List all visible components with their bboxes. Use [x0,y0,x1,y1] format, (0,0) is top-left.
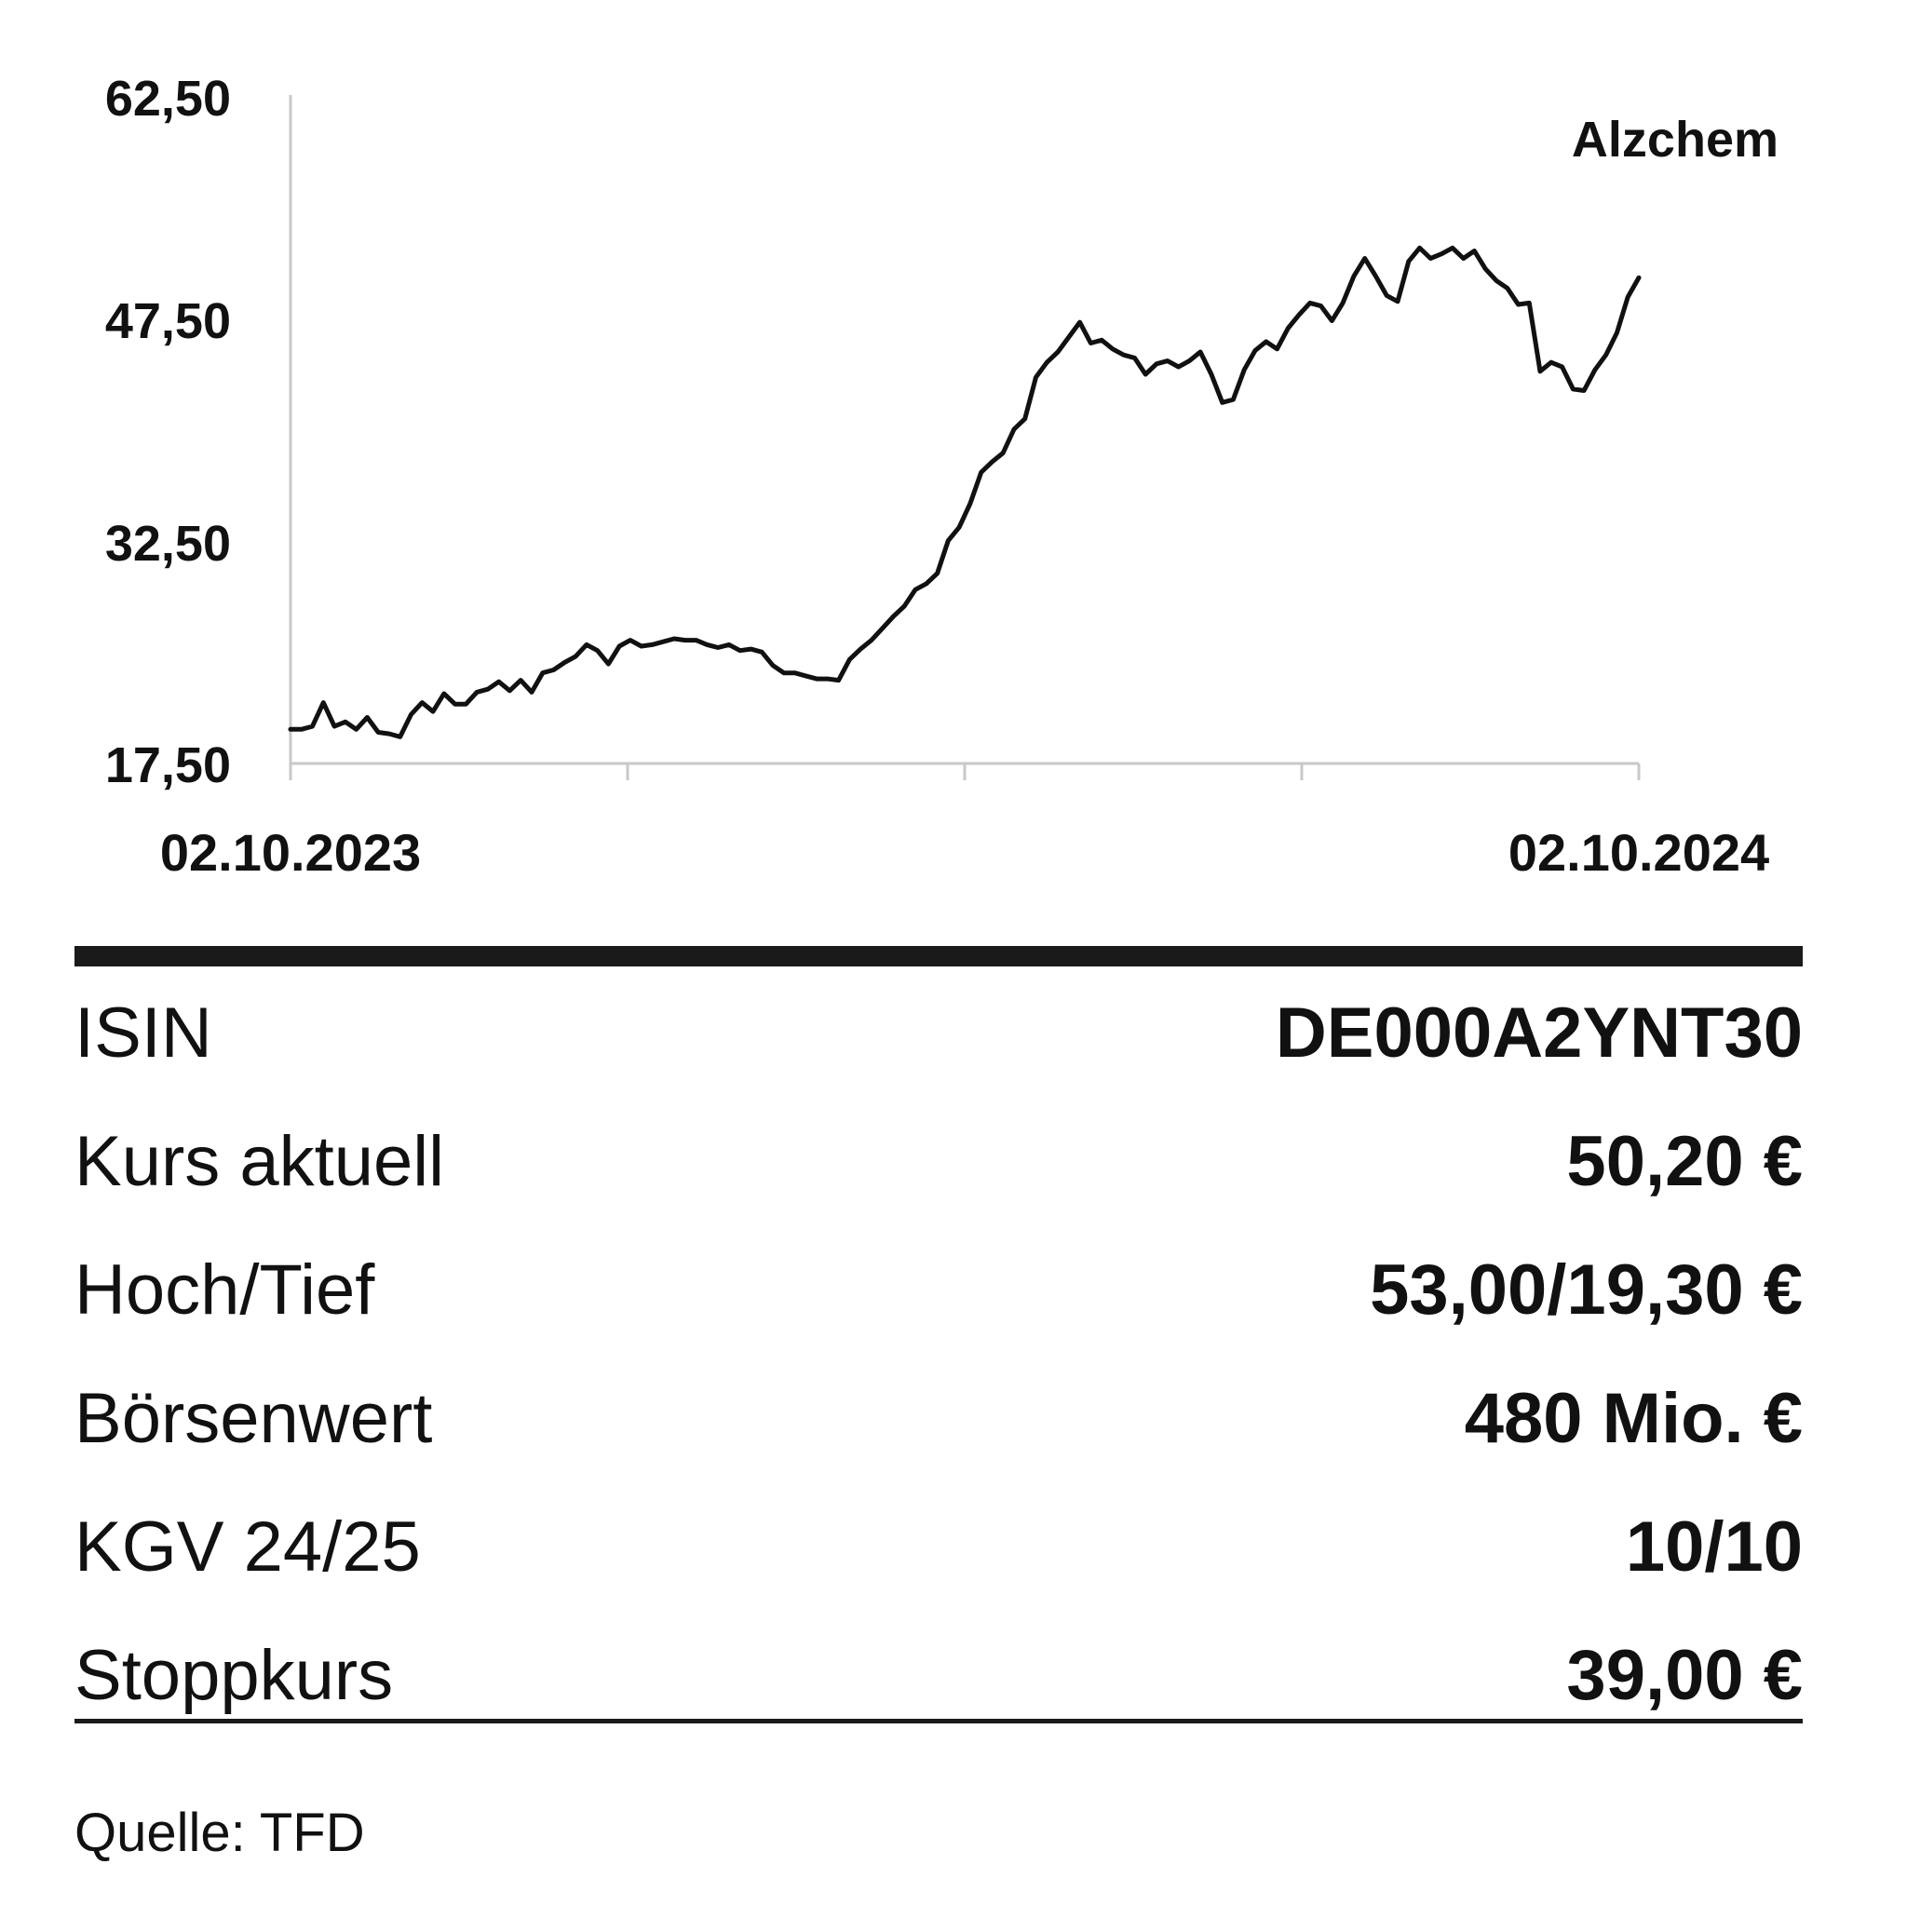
series-title: Alzchem [1572,112,1779,168]
row-value: 53,00/19,30 € [1370,1250,1803,1330]
row-stop-price: Stoppkurs 39,00 € [74,1611,1803,1739]
row-value: 39,00 € [1566,1635,1803,1715]
price-chart: 62,50 47,50 32,50 17,50 02.10.2023 02.10… [105,71,1779,882]
x-label-start: 02.10.2023 [160,823,421,882]
row-label: Kurs aktuell [74,1121,445,1201]
key-data-table: ISIN DE000A2YNT30 Kurs aktuell 50,20 € H… [74,968,1803,1739]
row-market-cap: Börsenwert 480 Mio. € [74,1354,1803,1482]
table-top-rule [74,946,1803,966]
table-bottom-rule [74,1719,1803,1723]
row-label: KGV 24/25 [74,1506,421,1587]
x-axis-ticks [289,763,1641,780]
row-label: Hoch/Tief [74,1250,375,1330]
row-current-price: Kurs aktuell 50,20 € [74,1097,1803,1225]
y-tick-label: 17,50 [105,737,231,793]
x-label-end: 02.10.2024 [1508,823,1769,882]
row-isin: ISIN DE000A2YNT30 [74,968,1803,1097]
y-tick-label: 47,50 [105,293,231,349]
source-note: Quelle: TFD [74,1803,365,1863]
row-pe-ratio: KGV 24/25 10/10 [74,1482,1803,1611]
y-tick-label: 62,50 [105,71,231,127]
price-line [288,245,1642,739]
row-label: ISIN [74,993,212,1073]
row-label: Börsenwert [74,1378,433,1458]
row-label: Stoppkurs [74,1635,394,1715]
row-value: 10/10 [1625,1506,1803,1587]
row-value: 50,20 € [1566,1121,1803,1201]
y-tick-label: 32,50 [105,516,231,572]
row-value: DE000A2YNT30 [1275,993,1803,1073]
row-value: 480 Mio. € [1464,1378,1803,1458]
row-high-low: Hoch/Tief 53,00/19,30 € [74,1225,1803,1354]
